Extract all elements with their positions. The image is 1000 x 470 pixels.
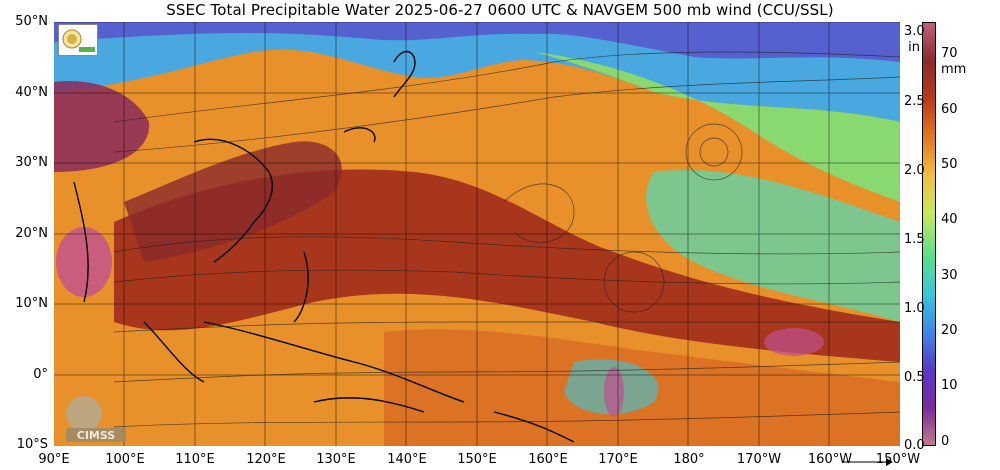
lon-label-160e: 160°E	[528, 452, 568, 467]
cbar-mm-30: 30	[941, 268, 958, 283]
cbar-in-1.0: 1.0	[904, 301, 925, 316]
tpw-verydry-north	[54, 22, 900, 62]
tpw-land-nw	[54, 81, 150, 172]
lon-label-180: 180°	[673, 452, 705, 467]
lon-label-170e: 170°E	[598, 452, 638, 467]
cbar-mm-unit: mm	[941, 62, 967, 77]
cbar-mm-20: 20	[941, 323, 958, 338]
cbar-mm-70: 70	[941, 46, 958, 61]
lon-label-140e: 140°E	[387, 452, 427, 467]
lat-label-20n: 20°N	[15, 226, 48, 241]
cbar-mm-60: 60	[941, 102, 958, 117]
tpw-green-ne	[534, 52, 900, 202]
tpw-patch-pacific	[604, 367, 624, 417]
colorbar	[922, 22, 936, 446]
cbar-in-1.5: 1.5	[904, 232, 925, 247]
lat-label-30n: 30°N	[15, 155, 48, 170]
lat-label-40n: 40°N	[15, 85, 48, 100]
tpw-patch-east	[764, 328, 824, 356]
lat-label-50n: 50°N	[15, 14, 48, 29]
cimss-logo: CIMSS	[56, 392, 128, 444]
map-title: SSEC Total Precipitable Water 2025-06-27…	[166, 1, 834, 19]
lon-label-100e: 100°E	[105, 452, 145, 467]
tpw-patch-bay	[56, 227, 112, 297]
cbar-in-2.5: 2.5	[904, 94, 925, 109]
lat-label-10s: 10°S	[16, 437, 48, 452]
lat-label-0: 0°	[33, 367, 48, 382]
coastlines	[73, 50, 575, 443]
ssec-logo	[58, 24, 98, 56]
cbar-in-0.0: 0.0	[904, 438, 925, 453]
cbar-in-2.0: 2.0	[904, 163, 925, 178]
wind-streamlines	[113, 51, 900, 428]
cbar-mm-40: 40	[941, 212, 958, 227]
cbar-mm-0: 0	[941, 434, 950, 449]
tpw-green-east	[646, 170, 900, 322]
map-canvas	[54, 22, 900, 446]
wind-reference-arrow-icon	[844, 458, 893, 466]
cbar-mm-50: 50	[941, 157, 958, 172]
lon-label-130e: 130°E	[316, 452, 356, 467]
tpw-moist-band	[114, 169, 900, 362]
cbar-in-unit: in	[908, 40, 920, 55]
lon-label-170w: 170°W	[736, 452, 782, 467]
lat-label-10n: 10°N	[15, 296, 48, 311]
tpw-map	[54, 22, 900, 446]
lon-label-160w: 160°W	[807, 452, 853, 467]
cbar-mm-10: 10	[941, 378, 958, 393]
lon-label-110e: 110°E	[175, 452, 215, 467]
cbar-in-3.0: 3.0	[904, 24, 925, 39]
tpw-moist-asia	[124, 141, 342, 262]
lon-label-120e: 120°E	[246, 452, 286, 467]
lon-label-150e: 150°E	[457, 452, 497, 467]
lon-label-90e: 90°E	[38, 452, 70, 467]
svg-text:CIMSS: CIMSS	[77, 429, 116, 442]
cbar-in-0.5: 0.5	[904, 370, 925, 385]
